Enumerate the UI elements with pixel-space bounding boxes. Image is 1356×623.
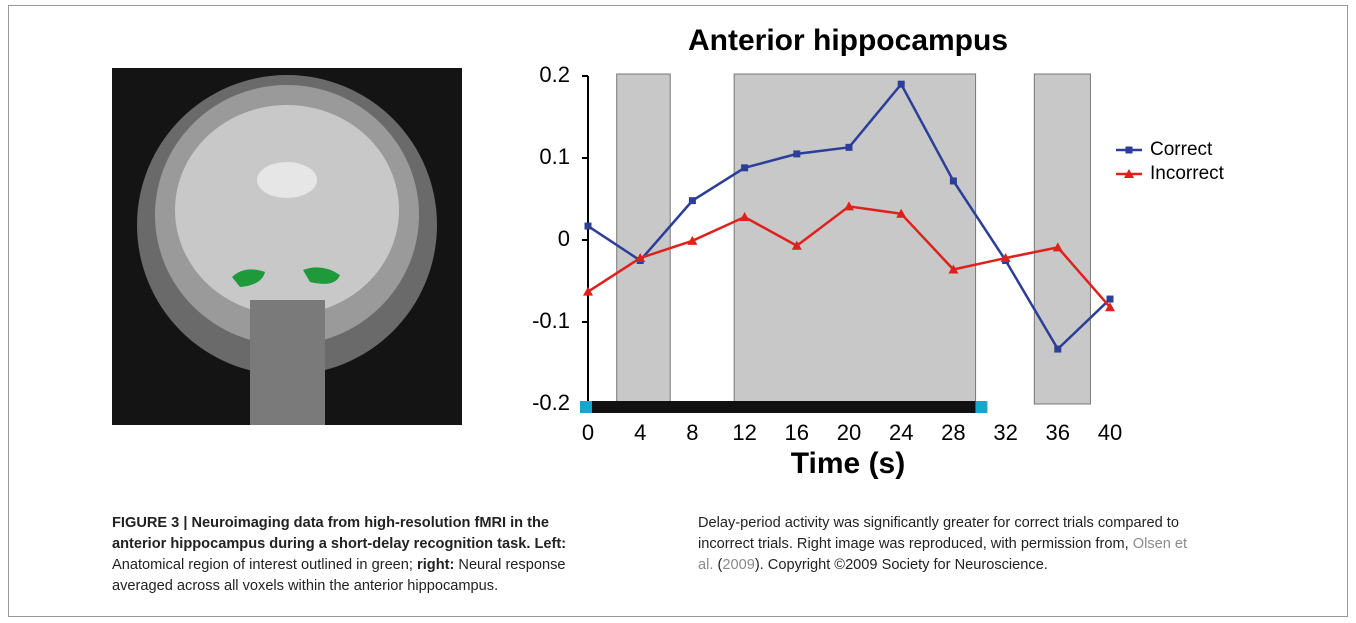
x-tick-label: 8	[686, 420, 698, 445]
stimulus-interval	[617, 74, 671, 404]
caption-column: FIGURE 3 | Neuroimaging data from high-r…	[112, 513, 592, 597]
marker	[585, 223, 592, 230]
legend-label: Correct	[1150, 139, 1213, 160]
plot: 0.2 0.1 0 -0.1 -0.2 0 4 8 12 16 20 24 28 32 36 40 Correc…	[532, 62, 1225, 445]
marker	[1107, 296, 1114, 303]
marker	[689, 197, 696, 204]
marker	[846, 144, 853, 151]
stimulus-interval	[734, 74, 975, 404]
marker	[898, 81, 905, 88]
x-tick-label: 24	[889, 420, 913, 445]
x-tick-label: 40	[1098, 420, 1122, 445]
x-tick-label: 36	[1046, 420, 1070, 445]
x-tick-label: 0	[582, 420, 594, 445]
y-tick-label: 0.2	[539, 62, 570, 87]
task-period-start	[580, 401, 592, 413]
x-axis-title: Time (s)	[791, 447, 905, 480]
task-period-end	[975, 401, 987, 413]
chart-title: Anterior hippocampus	[688, 24, 1008, 57]
caption-text: Delay-period activity was significantly …	[698, 515, 1179, 552]
mri-image	[112, 68, 462, 425]
marker	[950, 177, 957, 184]
page: Anterior hippocampus Time (s) 0.2 0.1 0 -0.…	[0, 0, 1356, 623]
legend-label: Incorrect	[1150, 163, 1225, 184]
x-tick-label: 28	[941, 420, 965, 445]
task-period-bar	[588, 401, 983, 413]
marker	[793, 150, 800, 157]
marker	[1054, 346, 1061, 353]
x-tick-label: 4	[634, 420, 646, 445]
x-tick-label: 32	[993, 420, 1017, 445]
marker	[741, 164, 748, 171]
y-tick-label: -0.2	[532, 390, 570, 415]
reference-year-link[interactable]: 2009	[722, 557, 754, 573]
caption-title: FIGURE 3 | Neuroimaging data from high-r…	[112, 515, 549, 552]
caption-label: right:	[417, 557, 454, 573]
x-tick-label: 12	[732, 420, 756, 445]
caption-label: Left:	[534, 536, 566, 552]
x-tick-label: 20	[837, 420, 861, 445]
x-tick-label: 16	[785, 420, 809, 445]
y-tick-label: 0.1	[539, 144, 570, 169]
y-tick-label: -0.1	[532, 308, 570, 333]
stimulus-interval	[1034, 74, 1090, 404]
y-tick-label: 0	[558, 226, 570, 251]
marker	[1126, 147, 1133, 154]
caption-text: Copyright ©2009 Society for Neuroscience…	[768, 557, 1048, 573]
caption-text: Anatomical region of interest outlined i…	[112, 557, 413, 573]
caption-column: Delay-period activity was significantly …	[698, 513, 1198, 576]
